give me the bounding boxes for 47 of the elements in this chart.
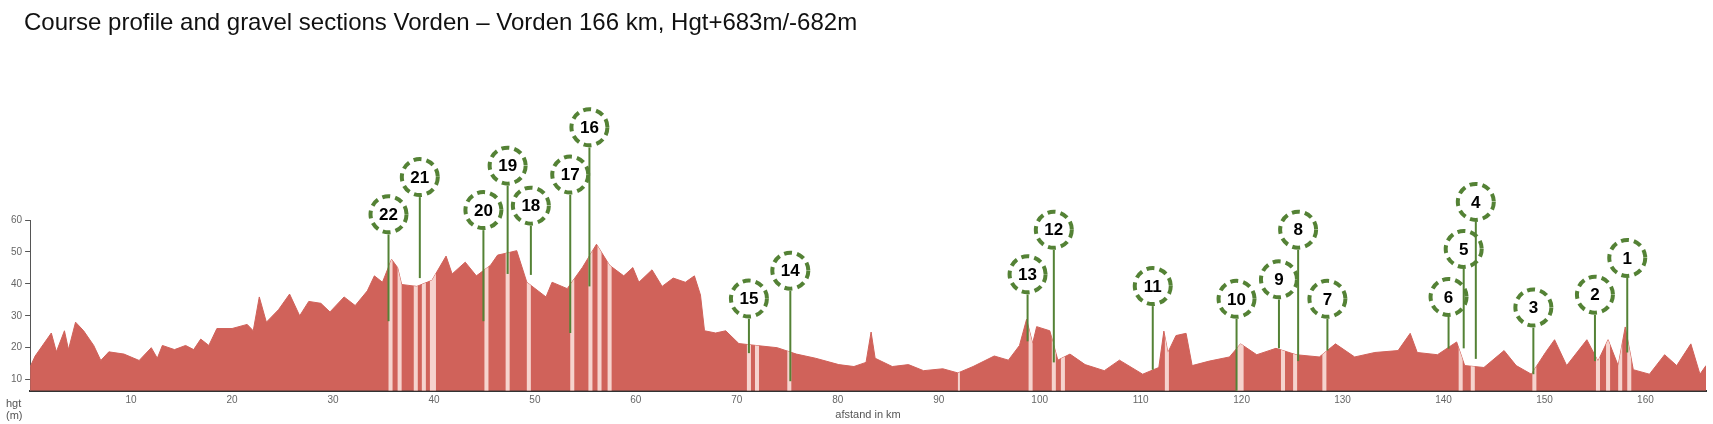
annotation: 2	[1590, 285, 1600, 305]
x-tick-label: 130	[1334, 393, 1352, 405]
x-tick-label: 10	[125, 393, 138, 405]
x-tick-label: 110	[1132, 393, 1150, 405]
x-axis-title: afstand in km	[835, 408, 901, 421]
annotation: 22	[379, 204, 398, 224]
x-tick-label: 20	[226, 393, 239, 405]
annotation: 14	[780, 261, 801, 281]
x-tick-label: 70	[731, 393, 743, 405]
y-tick-label: 40	[11, 277, 23, 289]
x-tick-label: 40	[428, 393, 440, 405]
annotation: 6	[1443, 287, 1454, 307]
annotation: 5	[1458, 239, 1469, 259]
annotation: 20	[473, 200, 493, 220]
annotation: 4	[1471, 192, 1482, 212]
x-tick-label: 150	[1536, 393, 1554, 405]
annotation: 16	[579, 117, 599, 137]
annotation: 19	[498, 156, 518, 176]
annotation: 21	[410, 167, 430, 187]
x-tick-label: 80	[832, 393, 844, 405]
annotation: 12	[1044, 220, 1064, 240]
x-tick-label: 90	[933, 393, 945, 405]
annotation: 10	[1227, 289, 1247, 309]
y-tick-label: 20	[11, 341, 23, 353]
x-tick-label: 50	[529, 393, 541, 405]
annotation: 15	[739, 289, 759, 309]
x-tick-label: 120	[1233, 393, 1251, 405]
annotation: 9	[1274, 270, 1284, 290]
x-tick-label: 60	[630, 393, 642, 405]
chart-title: Course profile and gravel sections Vorden – Vorden 166 km, Hgt+683m/-682m	[24, 8, 858, 36]
annotation: 8	[1293, 220, 1303, 240]
y-tick-label: 50	[11, 245, 23, 257]
annotation: 17	[560, 165, 580, 185]
annotation: 1	[1622, 248, 1632, 268]
y-tick-label: 60	[11, 213, 23, 225]
x-tick-label: 100	[1031, 393, 1049, 405]
annotation: 18	[521, 196, 541, 216]
y-axis-title: hgt (m)	[6, 397, 23, 422]
annotation: 7	[1322, 289, 1333, 309]
annotation: 11	[1143, 276, 1162, 296]
x-tick-label: 140	[1435, 393, 1453, 405]
annotation: 3	[1528, 298, 1539, 318]
x-tick-label: 160	[1637, 393, 1655, 405]
annotation: 13	[1018, 264, 1038, 284]
x-tick-label: 30	[327, 393, 339, 405]
y-tick-label: 30	[11, 309, 23, 321]
y-tick-label: 10	[11, 373, 23, 385]
